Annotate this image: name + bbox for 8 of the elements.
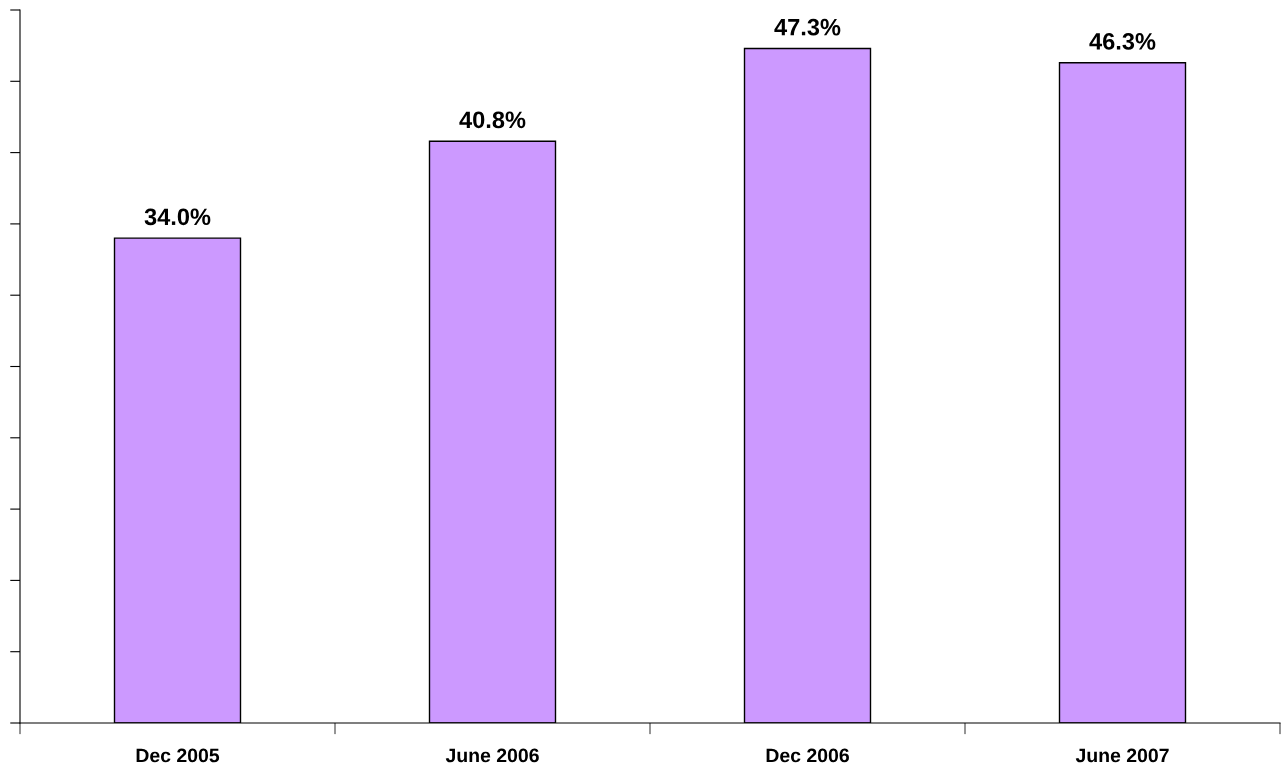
x-tick-label: June 2007 <box>1075 748 1169 763</box>
x-tick-label: June 2006 <box>445 748 539 763</box>
data-label: 46.3% <box>1089 33 1156 50</box>
x-tick-label: Dec 2005 <box>136 748 220 763</box>
data-label: 47.3% <box>774 18 841 36</box>
x-tick-label: Dec 2006 <box>766 748 849 763</box>
data-label: 34.0% <box>144 208 211 226</box>
data-label: 40.8% <box>459 111 526 129</box>
